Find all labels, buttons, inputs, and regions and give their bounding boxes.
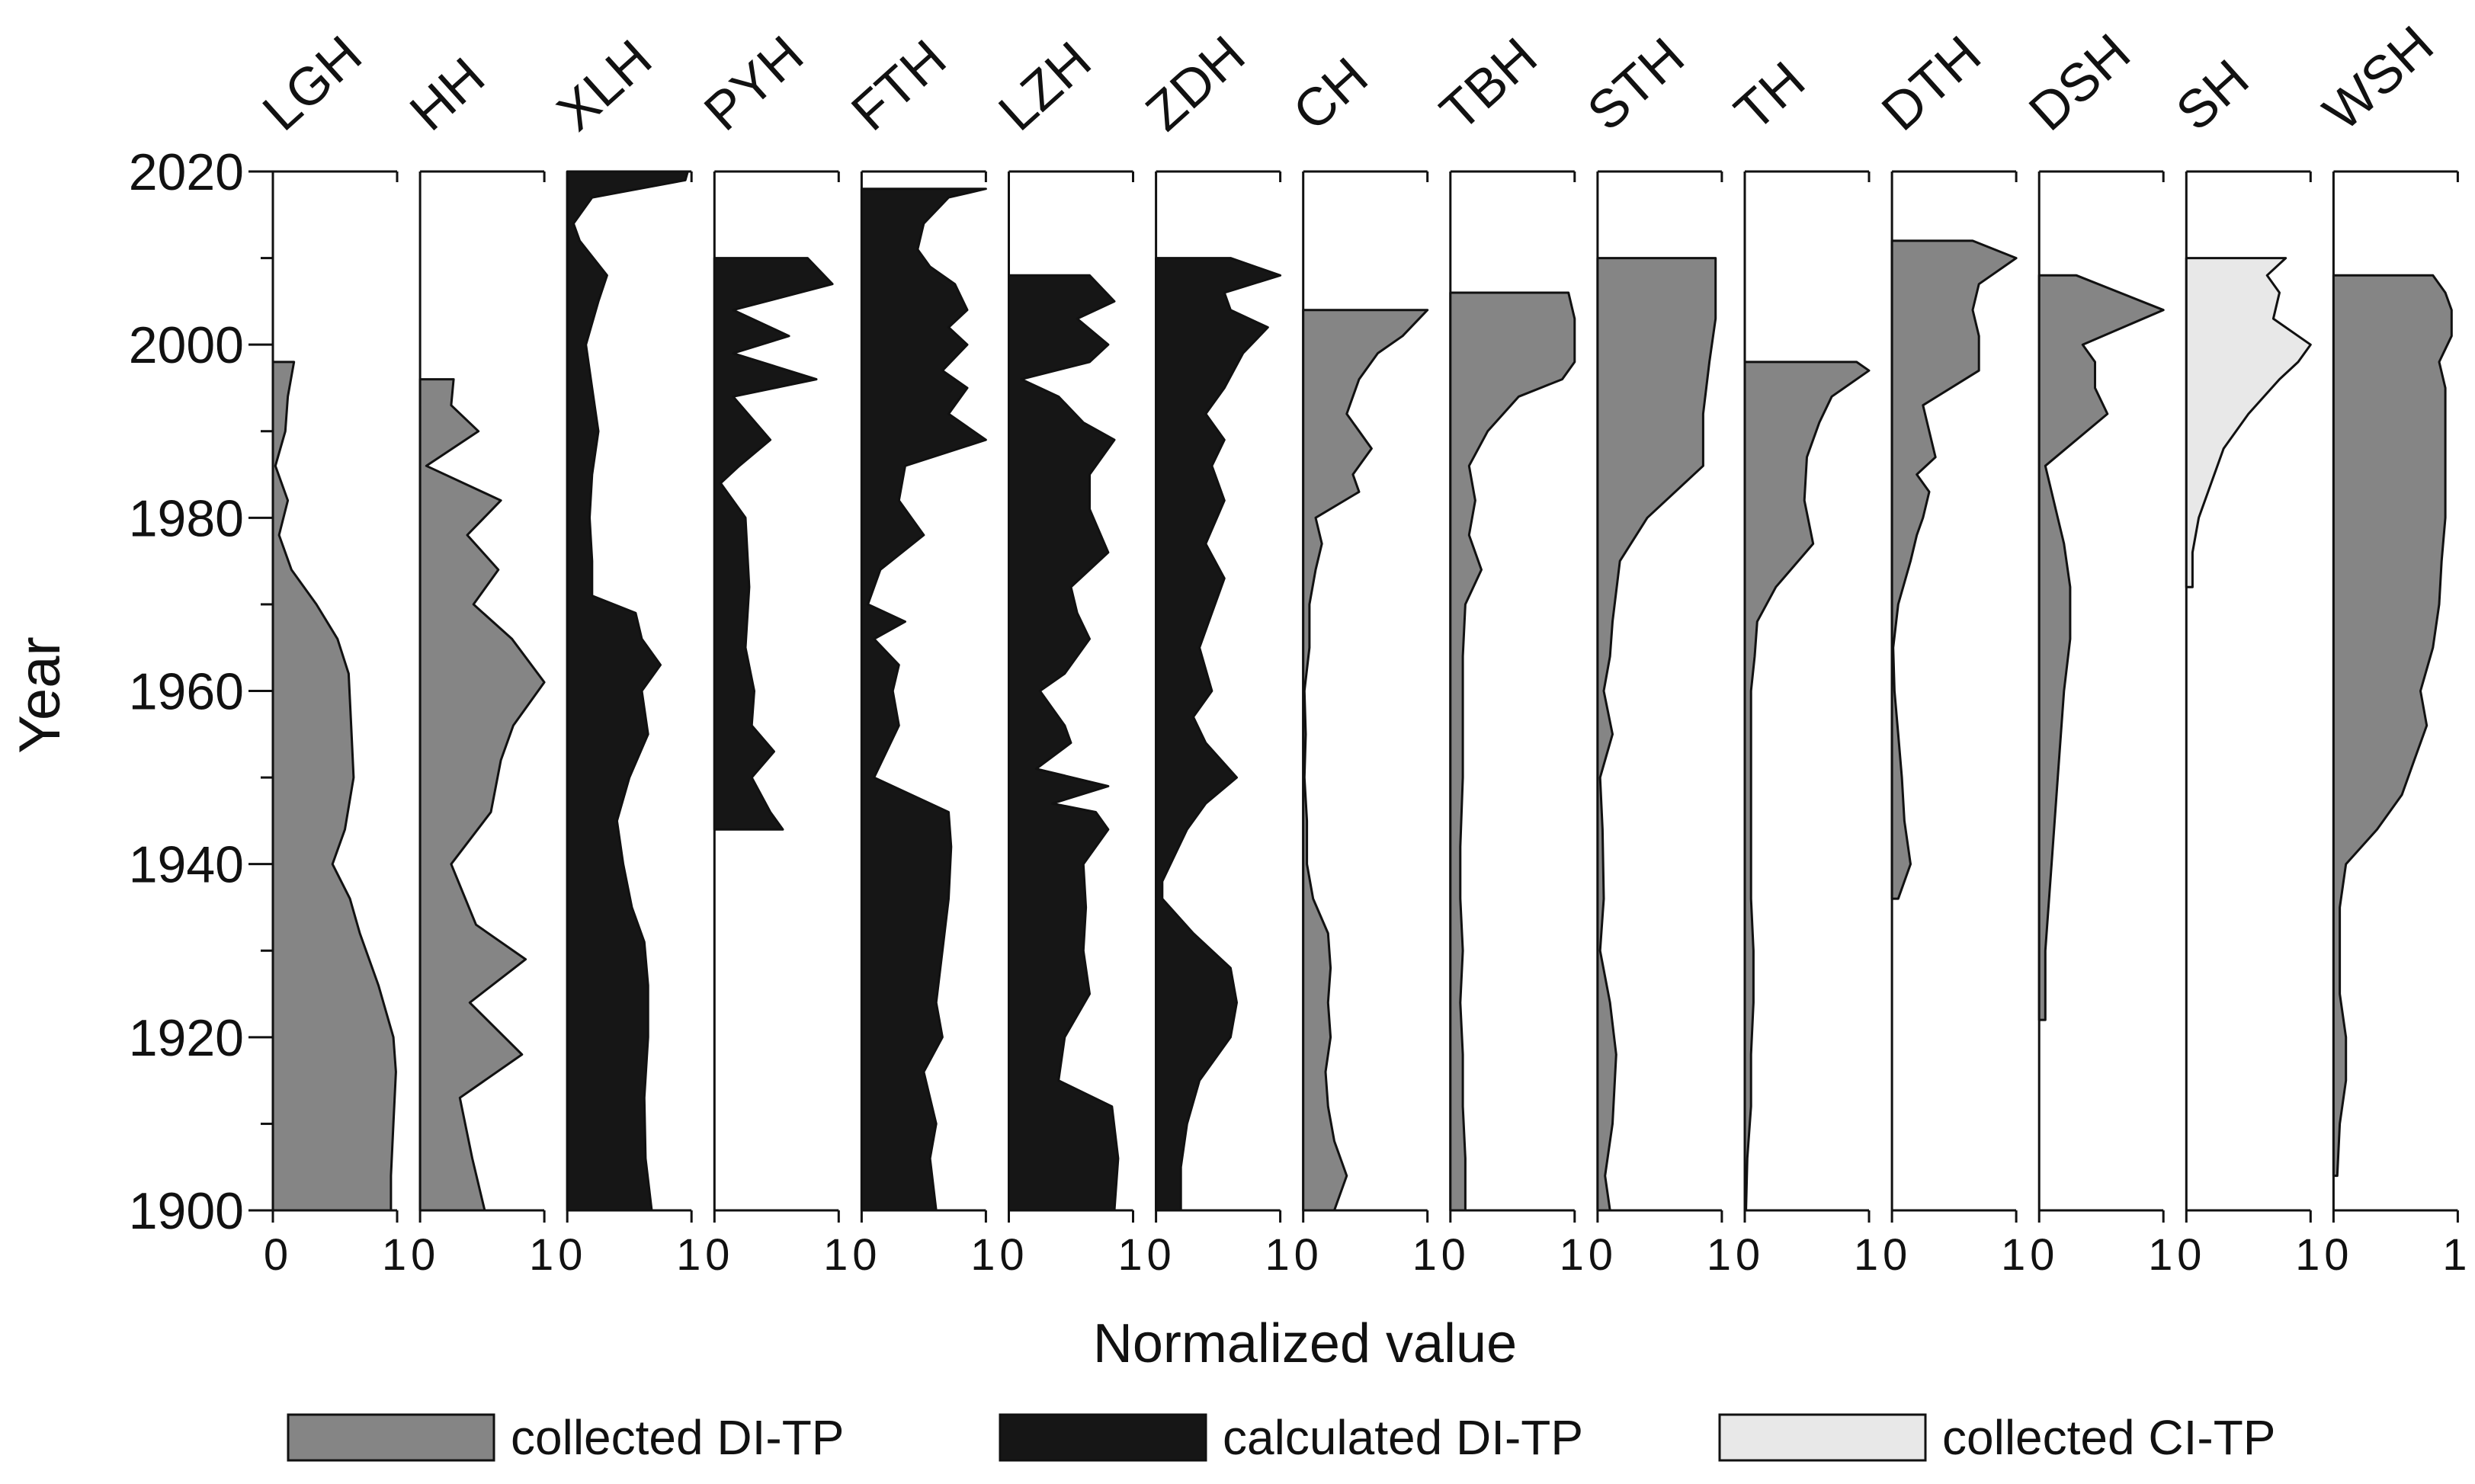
area-dsh — [2037, 274, 2165, 1021]
x-tick-label: 0 — [852, 1230, 877, 1280]
x-tick-label: 1 — [1854, 1230, 1878, 1280]
panel-name: STH — [1576, 27, 1695, 143]
area-sh — [2185, 257, 2312, 588]
x-tick-label: 1 — [1560, 1230, 1584, 1280]
panel-zdh: ZDH 0 — [1134, 24, 1282, 1280]
x-tick-label: 1 — [1707, 1230, 1731, 1280]
area-hh — [418, 378, 546, 1212]
x-tick-label: 1 — [823, 1230, 848, 1280]
area-lgh — [271, 361, 397, 1212]
x-tick-label: 0 — [705, 1230, 729, 1280]
panel-name: DSH — [2018, 22, 2141, 142]
x-tick-label: 0 — [1883, 1230, 1907, 1280]
panel-name: FTH — [840, 28, 957, 142]
panel-sth: STH 0 — [1576, 27, 1723, 1280]
legend: collected DI-TP calculated DI-TP collected… — [287, 1410, 2275, 1465]
x-tick-label: 0 — [411, 1230, 435, 1280]
x-tick-label: 1 — [2295, 1230, 2320, 1280]
x-axis-label: Normalized value — [1093, 1313, 1517, 1374]
x-tick-label: 1 — [1412, 1230, 1437, 1280]
y-axis: 1900 1920 1940 1960 1980 2000 2020 — [129, 143, 274, 1240]
panel-pyh: PYH 0 — [693, 24, 840, 1280]
panel-sh: SH 0 — [2165, 48, 2312, 1280]
area-ch — [1302, 309, 1429, 1212]
y-tick-label: 1980 — [129, 489, 244, 547]
y-tick-label: 1960 — [129, 663, 244, 721]
x-tick-label: 0 — [1589, 1230, 1613, 1280]
panel-xlh: XLH 0 — [546, 28, 693, 1280]
area-pyh — [713, 257, 834, 831]
panel-name: PYH — [693, 24, 814, 142]
x-tick-label: 0 — [2030, 1230, 2054, 1280]
panel-lzh: LZH 0 — [987, 30, 1134, 1280]
panel-name: WSH — [2312, 14, 2445, 142]
panel-th: TH 0 — [1723, 50, 1871, 1280]
panel-name: CH — [1282, 46, 1379, 143]
x-tick-label: 1 — [676, 1230, 701, 1280]
x-tick-label: 1 — [2001, 1230, 2025, 1280]
x-tick-label: 0 — [1146, 1230, 1171, 1280]
panel-dth: DTH 0 — [1871, 24, 2018, 1280]
y-axis-label: Year — [8, 636, 72, 754]
y-tick-label: 1900 — [129, 1182, 244, 1240]
panel-name: HH — [399, 46, 495, 143]
x-tick-label: 0 — [1294, 1230, 1319, 1280]
legend-label-calculated: calculated DI-TP — [1223, 1410, 1583, 1465]
x-tick-label: 0 — [558, 1230, 582, 1280]
panel-name: ZDH — [1134, 24, 1255, 142]
panel-name: XLH — [546, 28, 662, 142]
legend-swatch-collected_ci — [1718, 1413, 1927, 1462]
panel-dsh: DSH 0 — [2018, 22, 2165, 1280]
x-tick-label: 0 — [2324, 1230, 2348, 1280]
x-tick-label: 1 — [529, 1230, 553, 1280]
y-tick-label: 2000 — [129, 316, 244, 374]
legend-label-collected_ci: collected CI-TP — [1942, 1410, 2275, 1465]
x-tick-label: 1 — [2148, 1230, 2172, 1280]
panel-hh: HH 0 — [399, 46, 546, 1280]
panel-name: TH — [1723, 50, 1816, 142]
legend-swatch-calculated — [999, 1413, 1207, 1462]
x-tick-label: 1 — [1265, 1230, 1289, 1280]
panel-tbh: TBH 0 — [1429, 27, 1576, 1280]
x-tick-label: 0 — [264, 1230, 288, 1280]
panel-name: TBH — [1429, 27, 1548, 143]
area-fth — [860, 188, 987, 1212]
area-tbh — [1449, 291, 1576, 1212]
area-zdh — [1155, 257, 1282, 1212]
area-th — [1743, 361, 1871, 1212]
x-tick-label: 1 — [1117, 1230, 1142, 1280]
x-tick-label: 0 — [1441, 1230, 1466, 1280]
panel-name: LZH — [987, 30, 1101, 142]
legend-swatch-collected — [287, 1413, 495, 1462]
x-tick-label: 0 — [999, 1230, 1024, 1280]
x-tick-label: 1 — [382, 1230, 406, 1280]
x-tick-label: 0 — [2177, 1230, 2201, 1280]
panel-name: DTH — [1871, 24, 1992, 142]
panel-name: SH — [2165, 48, 2259, 142]
area-wsh — [2332, 274, 2453, 1178]
x-tick-label: 1 — [970, 1230, 995, 1280]
panels-group: LGH0HH0XLH0PYH0FTH0LZH0ZDH0CH0TBH0STH0TH… — [252, 14, 2467, 1280]
y-tick-label: 2020 — [129, 143, 244, 201]
legend-label-collected: collected DI-TP — [511, 1410, 844, 1465]
panel-wsh: WSH 0 — [2312, 14, 2459, 1280]
y-tick-label: 1920 — [129, 1009, 244, 1067]
area-sth — [1596, 257, 1717, 1212]
x-tick-label: 1 — [2442, 1230, 2467, 1280]
area-lzh — [1008, 274, 1120, 1212]
panel-ch: CH 0 — [1282, 46, 1429, 1280]
x-tick-label: 0 — [1736, 1230, 1760, 1280]
area-xlh — [566, 170, 689, 1212]
y-tick-label: 1940 — [129, 836, 244, 894]
area-dth — [1890, 239, 2018, 900]
panel-fth: FTH 0 — [840, 28, 987, 1280]
panel-name: LGH — [252, 24, 373, 142]
